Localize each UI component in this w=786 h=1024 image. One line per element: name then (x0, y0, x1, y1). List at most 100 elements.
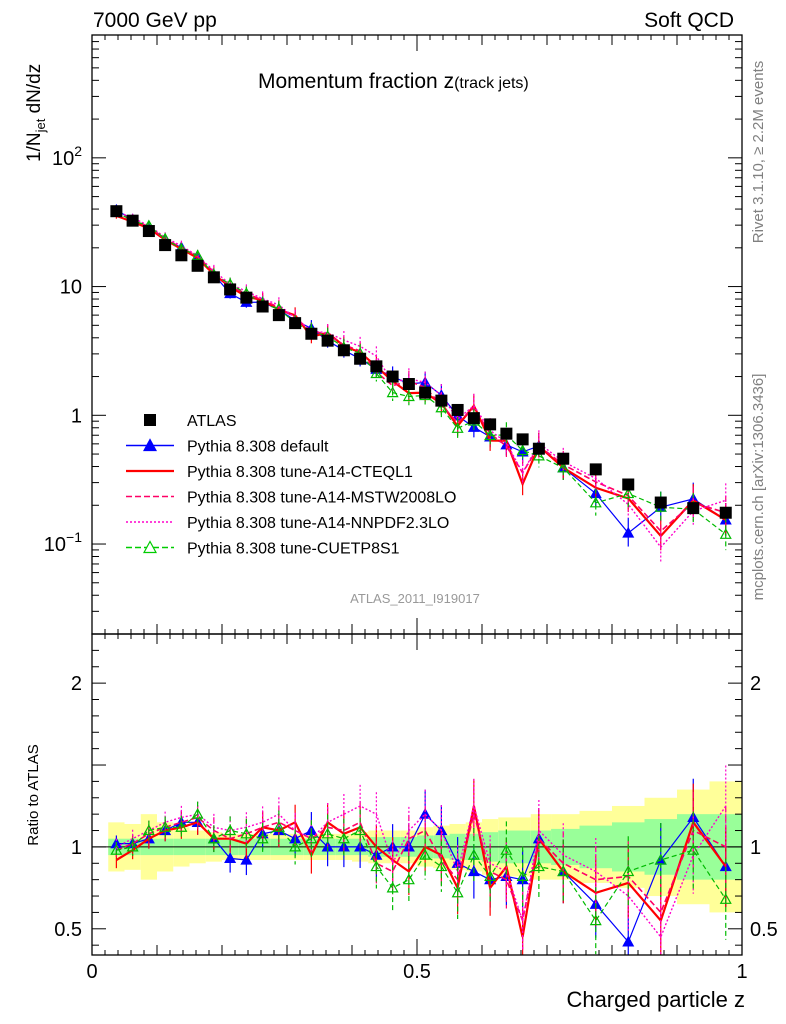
data-point (419, 386, 432, 399)
series-point (719, 528, 732, 539)
series-ratio-point (419, 848, 432, 860)
x-tick-label: 0.5 (403, 961, 431, 983)
data-point (305, 327, 318, 340)
data-point (654, 496, 667, 509)
series-ratio-point (289, 840, 302, 852)
series-ratio-point (126, 840, 139, 852)
data-point (516, 433, 529, 446)
series-ratio-point (402, 873, 415, 885)
data-point (272, 309, 285, 322)
series-ratio-point (622, 935, 635, 947)
data-point (451, 403, 464, 416)
series-ratio-point (354, 824, 367, 836)
header-left: 7000 GeV pp (93, 9, 217, 32)
data-point (289, 317, 302, 330)
ratio-frame (91, 633, 743, 956)
legend-label: ATLAS (187, 413, 237, 430)
legend: ATLAS Pythia 8.308 default Pythia 8.308 tu… (126, 413, 456, 558)
ratio-y-axis-label: Ratio to ATLAS (25, 744, 42, 845)
x-tick-label: 1 (736, 961, 747, 983)
data-point (557, 452, 570, 465)
data-point (240, 291, 253, 304)
series-ratio-point (370, 860, 383, 872)
ratio-y-tick-label-right: 1 (750, 837, 761, 859)
series-ratio-point (532, 860, 545, 872)
data-point (354, 352, 367, 365)
rivet-label: Rivet 3.1.10, ≥ 2.2M events (750, 61, 767, 244)
series-ratio-point (386, 881, 399, 893)
data-point (484, 418, 497, 431)
chart-title: Momentum fraction z(track jets) (258, 70, 529, 93)
data-point (110, 205, 123, 218)
data-point (126, 214, 139, 227)
data-point (402, 378, 415, 391)
series-ratio-point (451, 886, 464, 898)
analysis-id: ATLAS_2011_I919017 (350, 591, 480, 606)
header-right: Soft QCD (644, 9, 734, 32)
legend-label: Pythia 8.308 default (187, 439, 329, 456)
series-ratio-point (240, 853, 253, 865)
data-point (435, 394, 448, 407)
series-ratio-point (467, 848, 480, 860)
series-line-0 (116, 209, 727, 534)
series-point (516, 444, 529, 456)
x-tick-label: 0 (86, 961, 97, 983)
series-point (532, 449, 545, 461)
data-point (321, 334, 334, 347)
series-ratio-point (175, 821, 188, 832)
series-point (191, 249, 204, 261)
series-ratio-point (654, 853, 667, 865)
y-tick-label: 10 (60, 277, 82, 299)
mcplots-label: mcplots.cern.ch [arXiv:1306.3436] (750, 374, 767, 601)
data-point (687, 502, 700, 515)
legend-label: Pythia 8.308 tune-A14-CTEQL1 (187, 464, 413, 481)
data-point (224, 283, 237, 296)
x-axis-label: Charged particle z (566, 987, 745, 1012)
series-ratio-point (191, 807, 204, 819)
series-ratio-point (516, 870, 529, 881)
ratio-y-tick-label-right: 0.5 (750, 919, 778, 941)
y-tick-label: 1 (71, 405, 82, 427)
data-point (142, 225, 155, 238)
series-ratio-point (435, 860, 448, 872)
series-line-4 (116, 211, 727, 535)
legend-marker-triangle (142, 438, 158, 452)
series-point (622, 526, 635, 538)
data-point (532, 442, 545, 455)
series-ratio-point (142, 824, 155, 836)
series-ratio-point (240, 827, 253, 839)
series-point (589, 496, 602, 508)
series-ratio-line-4 (116, 813, 727, 922)
legend-marker-square (144, 414, 156, 426)
y-axis-label: 1/Njet dN/dz (24, 64, 48, 162)
series-point (451, 422, 464, 433)
data-point (175, 249, 188, 262)
legend-label: Pythia 8.308 tune-A14-NNPDF2.3LO (187, 515, 449, 532)
data-point (337, 344, 350, 357)
series-ratio-point (557, 865, 570, 877)
series-ratio-point (500, 843, 513, 855)
data-point (207, 271, 220, 284)
series-point (622, 487, 635, 499)
series-line-1 (116, 214, 727, 538)
series-ratio-line-2 (116, 811, 727, 924)
series-ratio-point (484, 870, 497, 881)
series-ratio-point (207, 832, 220, 844)
series-ratio-point (687, 843, 700, 855)
series-point (435, 401, 448, 413)
ratio-y-tick-label-right: 2 (750, 673, 761, 695)
series-ratio-point (272, 821, 285, 832)
series-ratio-point (110, 843, 123, 855)
data-point (386, 370, 399, 383)
data-point (719, 506, 732, 519)
y-tick-label: 10−1 (44, 529, 82, 556)
chart-title-z: z (444, 70, 455, 93)
data-point (589, 463, 602, 476)
y-tick-label: 102 (52, 143, 82, 170)
series-point (557, 461, 570, 473)
series-ratio-point (589, 914, 602, 926)
series-point (402, 390, 415, 402)
series-ratio-point (321, 827, 334, 839)
data-point (159, 239, 172, 252)
